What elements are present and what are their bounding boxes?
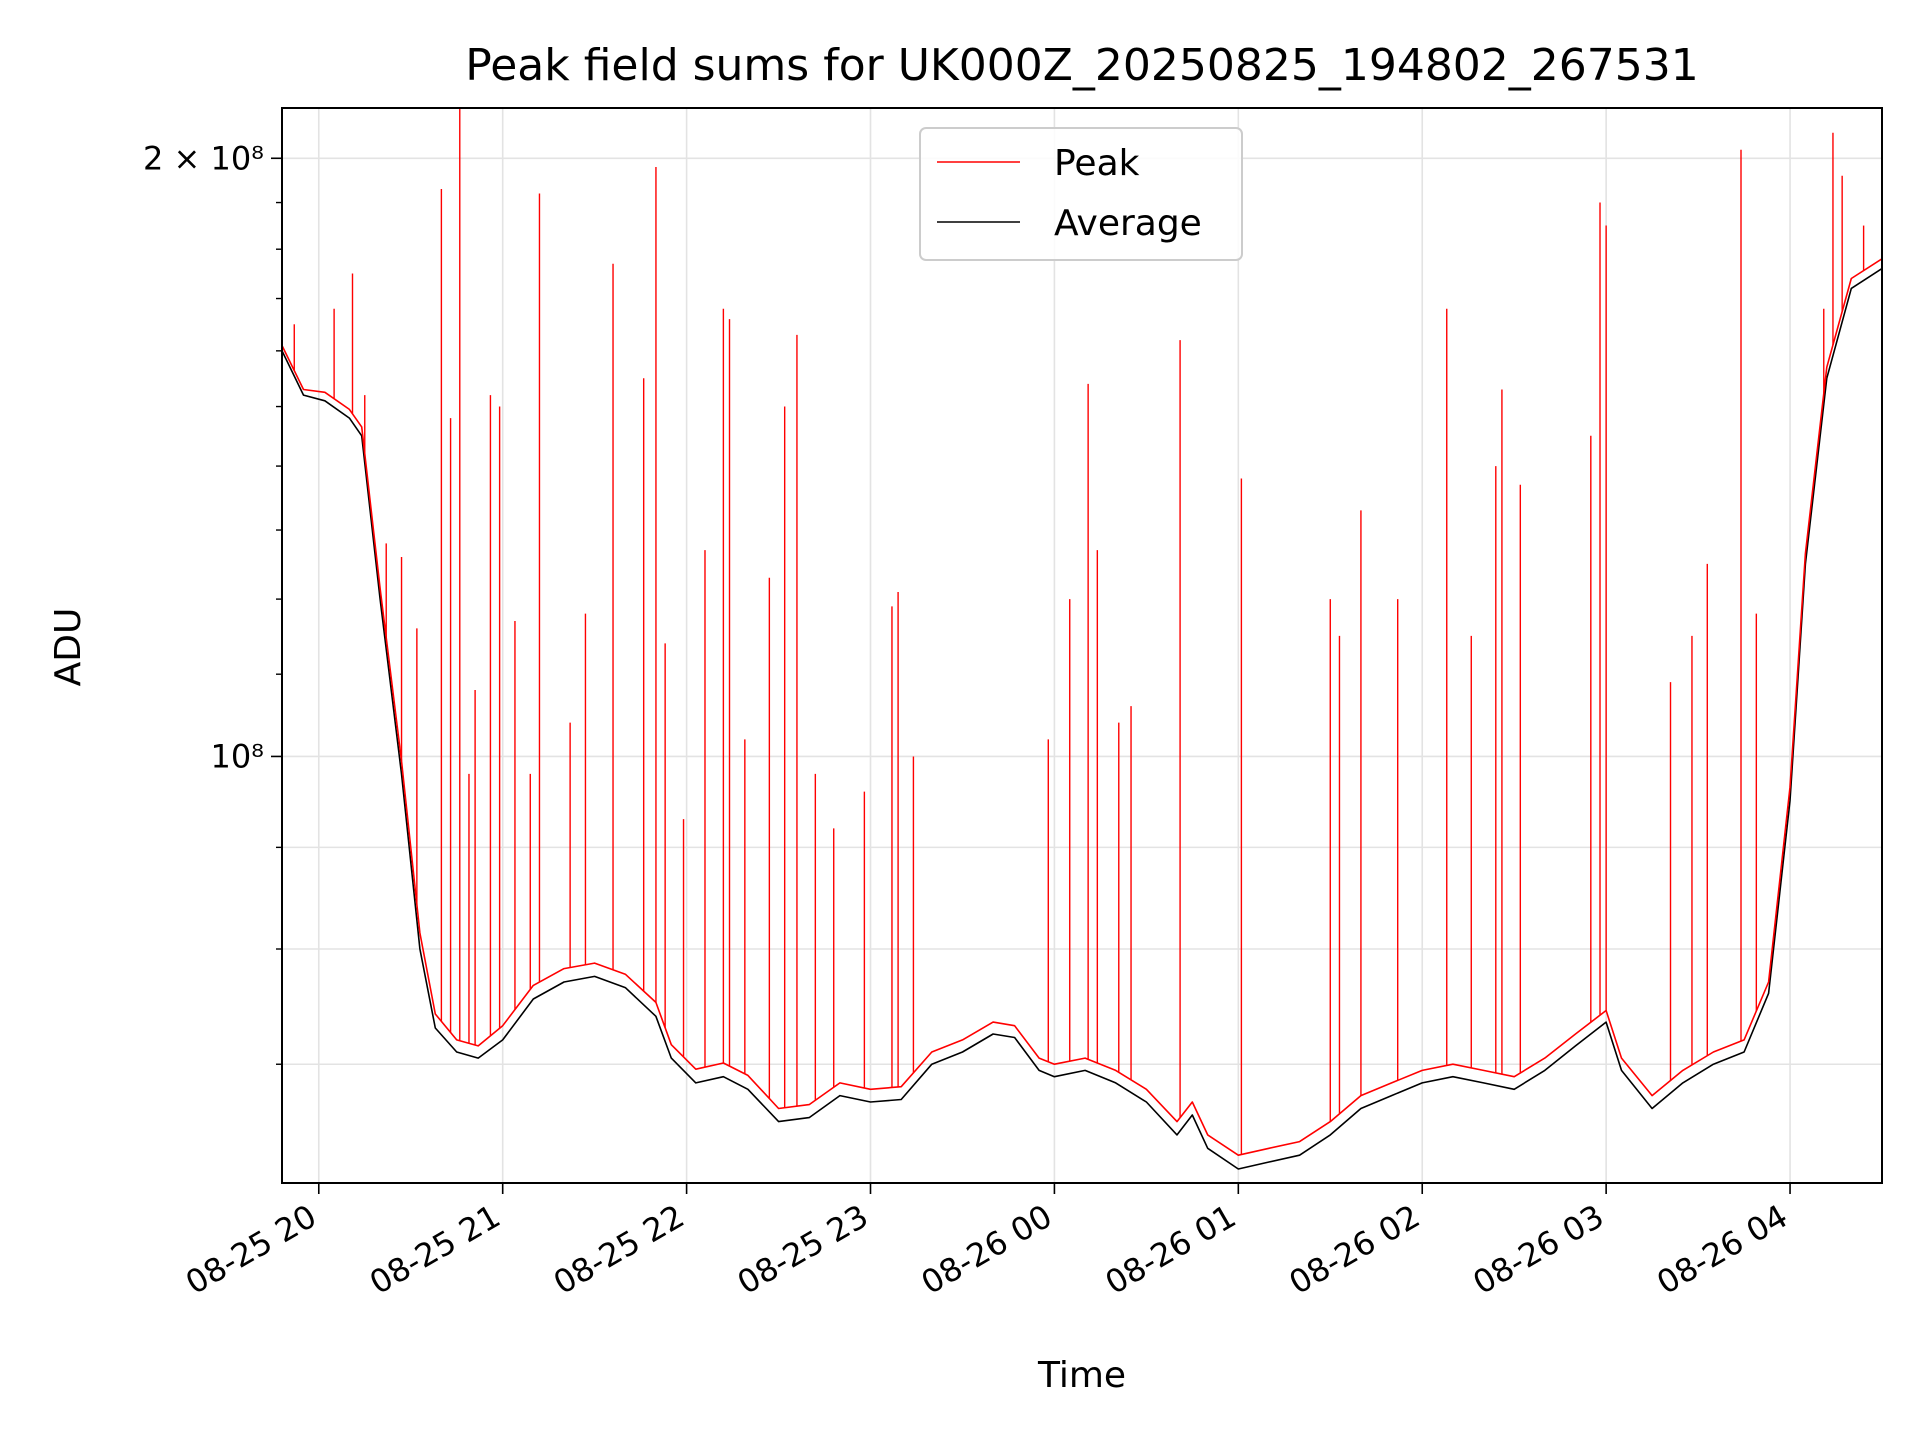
legend-label-peak: Peak: [1054, 143, 1140, 184]
x-axis-label: Time: [1037, 1355, 1126, 1396]
series-line-peak: [282, 258, 1882, 1156]
series-line-average: [282, 267, 1882, 1170]
y-tick-label: 10⁸: [210, 737, 264, 775]
plot-area: [282, 108, 1882, 1170]
chart-title: Peak field sums for UK000Z_20250825_1948…: [465, 40, 1699, 91]
y-axis-label: ADU: [48, 608, 89, 687]
y-axis: 10⁸ 2 × 10⁸: [143, 139, 282, 1065]
y-tick-label: 2 × 10⁸: [143, 139, 264, 177]
plot-frame: [281, 107, 1883, 1184]
legend-box: [919, 127, 1243, 261]
legend-label-average: Average: [1054, 203, 1202, 244]
legend: Peak Average: [919, 127, 1243, 261]
